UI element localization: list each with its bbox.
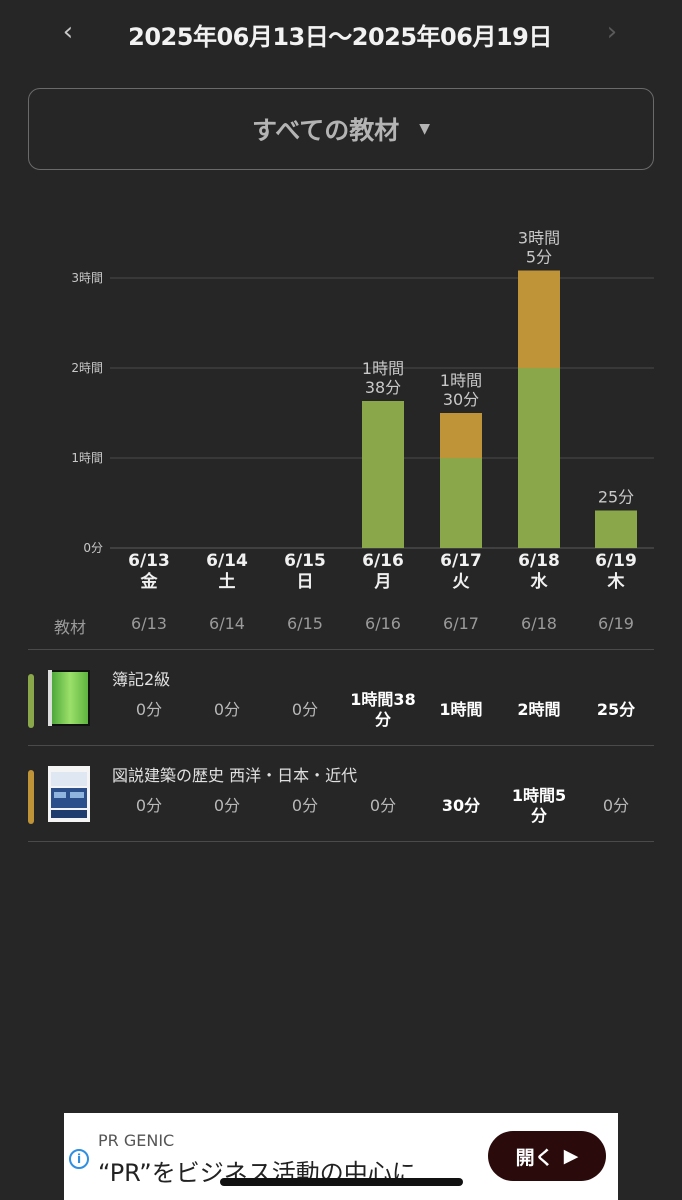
study-time-text: 分	[530, 806, 547, 825]
study-time-text: 1時間38	[350, 690, 416, 709]
bar-total-label: 3時間	[518, 229, 560, 248]
study-time-cell: 0分	[577, 796, 655, 816]
date-column-header: 6/13	[131, 614, 167, 633]
material-title: 簿記2級	[112, 670, 171, 689]
x-date-label: 6/14	[206, 551, 248, 571]
material-title: 図説建築の歴史 西洋・日本・近代	[112, 766, 358, 785]
study-time-cell: 1時間	[422, 700, 500, 720]
bar-total-label: 30分	[443, 390, 479, 409]
date-column-header: 6/18	[521, 614, 557, 633]
bar-total-label: 25分	[598, 488, 634, 507]
study-time-cell: 0分	[188, 700, 266, 720]
study-time-text: 分	[374, 710, 391, 729]
x-date-label: 6/17	[440, 551, 482, 571]
bar-segment-boki	[362, 401, 404, 548]
y-tick-label: 3時間	[71, 271, 103, 285]
study-time-cell: 25分	[577, 700, 655, 720]
y-tick-label: 1時間	[71, 451, 103, 465]
study-time-text: 2時間	[517, 700, 561, 719]
bar-segment-architecture	[518, 270, 560, 368]
x-date-label: 6/18	[518, 551, 560, 571]
book-cover-image	[48, 670, 90, 726]
bar-segment-architecture	[440, 413, 482, 458]
date-range-title: 2025年06月13日〜2025年06月19日	[128, 23, 552, 51]
table-header-row: 教材 6/13 6/14 6/15 6/16 6/17 6/18 6/19	[28, 600, 654, 650]
play-triangle-icon: ▶	[563, 1145, 579, 1167]
material-row[interactable]: 簿記2級 0分 0分 0分 1時間38 分 1時間 2時間 25分	[28, 650, 654, 746]
study-time-cell: 30分	[422, 796, 500, 816]
ad-open-button[interactable]: 開く ▶	[488, 1131, 606, 1181]
date-column-header: 6/17	[443, 614, 479, 633]
study-time-text: 0分	[291, 796, 319, 815]
x-weekday-label: 日	[297, 572, 314, 592]
study-time-text: 0分	[135, 700, 163, 719]
date-column-header: 6/14	[209, 614, 245, 633]
date-column-header: 6/15	[287, 614, 323, 633]
x-date-label: 6/19	[595, 551, 637, 571]
x-date-label: 6/15	[284, 551, 326, 571]
x-weekday-label: 土	[219, 571, 236, 592]
material-color-strip	[28, 770, 34, 824]
study-time-cell: 0分	[344, 796, 422, 816]
chevron-right-icon[interactable]: ›	[606, 17, 618, 47]
y-tick-label: 2時間	[71, 361, 103, 375]
home-indicator[interactable]	[220, 1178, 463, 1186]
study-time-cell: 1時間5 分	[500, 786, 578, 826]
study-time-cell: 0分	[188, 796, 266, 816]
chevron-left-icon[interactable]: ‹	[62, 17, 74, 47]
study-time-text: 1時間5	[511, 786, 567, 805]
caret-down-icon: ▼	[419, 121, 431, 137]
bar-total-label: 1時間	[440, 371, 482, 390]
y-tick-label: 0分	[83, 541, 103, 555]
bar-segment-boki	[440, 458, 482, 548]
study-time-cell: 1時間38 分	[344, 690, 422, 730]
bar-total-label: 38分	[365, 378, 401, 397]
x-weekday-label: 金	[140, 571, 159, 592]
study-time-text: 0分	[291, 700, 319, 719]
study-time-text: 0分	[135, 796, 163, 815]
study-time-text: 30分	[441, 796, 481, 815]
material-color-strip	[28, 674, 34, 728]
ad-brand: PR GENIC	[98, 1131, 175, 1150]
study-time-cell: 0分	[110, 796, 188, 816]
study-time-cell: 0分	[110, 700, 188, 720]
bar-total-label: 1時間	[362, 359, 404, 378]
date-column-header: 6/16	[365, 614, 401, 633]
study-time-text: 0分	[213, 700, 241, 719]
book-cover-image	[48, 766, 90, 822]
study-time-text: 1時間	[439, 700, 483, 719]
material-filter-dropdown[interactable]: すべての教材 ▼	[28, 88, 654, 170]
date-column-header: 6/19	[598, 614, 634, 633]
study-time-cell: 0分	[266, 700, 344, 720]
x-date-label: 6/16	[362, 551, 404, 571]
material-filter-label: すべての教材	[251, 116, 400, 145]
study-time-text: 0分	[213, 796, 241, 815]
bar-segment-boki	[518, 368, 560, 548]
bar-segment-boki	[595, 510, 637, 548]
weekly-study-chart: 0分1時間2時間3時間6/13金6/14土6/15日1時間38分6/16月1時間…	[71, 229, 654, 592]
material-breakdown-table: 教材 6/13 6/14 6/15 6/16 6/17 6/18 6/19 簿記2級 0分 0分…	[28, 600, 654, 842]
info-icon[interactable]: i	[69, 1149, 89, 1169]
x-weekday-label: 月	[374, 572, 392, 592]
ad-banner[interactable]: i PR GENIC “PR”をビジネス活動の中心に 開く ▶	[64, 1113, 618, 1200]
study-time-text: 25分	[596, 700, 636, 719]
ad-open-label: 開く	[515, 1146, 554, 1169]
study-time-text: 0分	[369, 796, 397, 815]
x-weekday-label: 水	[531, 571, 549, 592]
study-time-cell: 2時間	[500, 700, 578, 720]
x-date-label: 6/13	[128, 551, 170, 571]
bar-total-label: 5分	[526, 248, 552, 267]
material-row[interactable]: 図説建築の歴史 西洋・日本・近代 0分 0分 0分 0分 30分 1時間5 分 0分	[28, 746, 654, 842]
x-weekday-label: 木	[607, 571, 626, 592]
material-column-header: 教材	[53, 618, 86, 637]
study-time-text: 0分	[602, 796, 630, 815]
study-time-cell: 0分	[266, 796, 344, 816]
x-weekday-label: 火	[453, 572, 471, 592]
